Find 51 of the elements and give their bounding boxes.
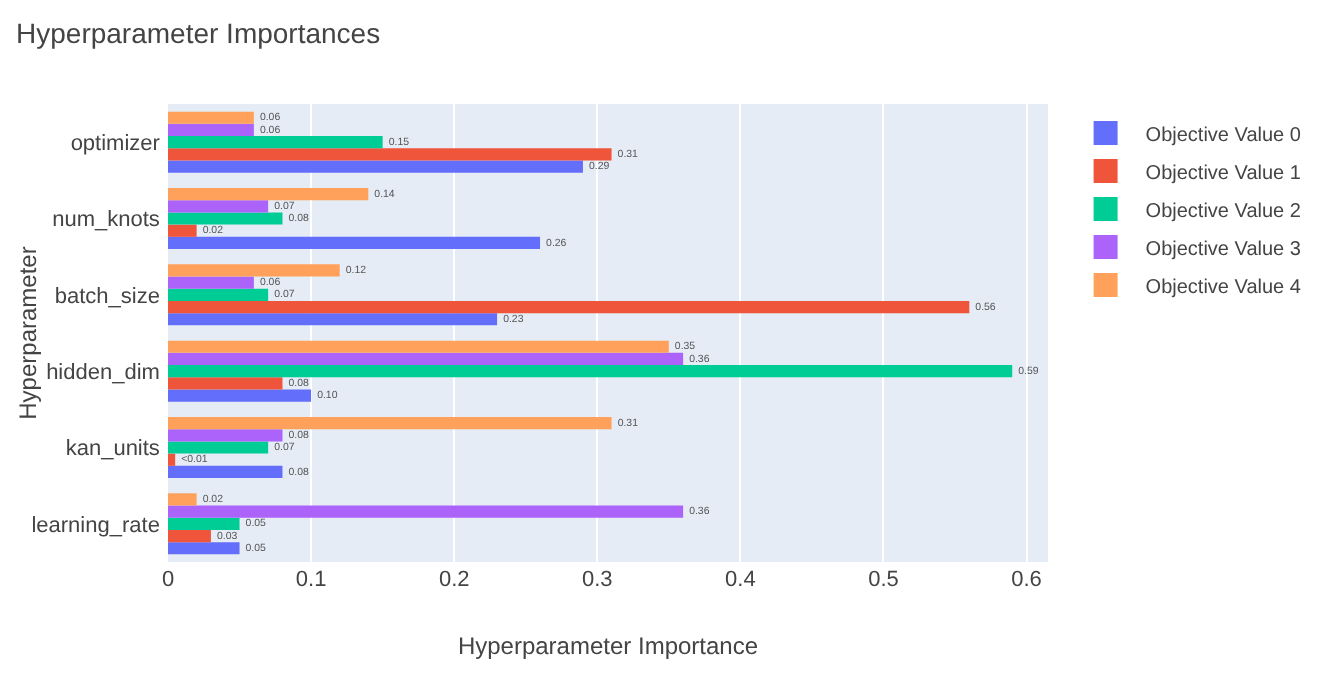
bar	[168, 276, 254, 289]
bar	[168, 352, 684, 366]
legend-label: Objective Value 0	[1145, 124, 1302, 147]
chart-title: Hyperparameter Importances	[16, 17, 381, 50]
bar	[168, 429, 283, 442]
x-tick-label: 0.2	[438, 568, 470, 592]
x-tick-label: 0.1	[295, 568, 327, 592]
x-tick-label: 0	[161, 568, 175, 592]
bar	[168, 264, 340, 277]
x-tick-label: 0.6	[1011, 568, 1042, 592]
bar	[168, 123, 254, 137]
bar	[168, 542, 240, 555]
bar	[168, 300, 970, 314]
bar	[168, 313, 498, 326]
bar	[168, 493, 197, 506]
y-tick-label: learning_rate	[31, 513, 166, 538]
bar	[168, 212, 283, 225]
y-tick-label: batch_size	[54, 284, 166, 309]
bar	[168, 529, 211, 543]
bar	[168, 465, 283, 479]
bar	[168, 136, 383, 149]
bar	[168, 160, 583, 173]
bar	[168, 111, 254, 124]
bar	[168, 505, 684, 518]
y-axis-title: Hyperparameter	[14, 246, 43, 420]
x-axis-title: Hyperparameter Importance	[457, 632, 759, 660]
bar	[168, 453, 176, 466]
bar	[168, 236, 541, 250]
bar	[168, 340, 669, 353]
x-tick-label: 0.3	[581, 568, 613, 592]
legend-label: Objective Value 3	[1145, 238, 1302, 261]
x-tick-label: 0.5	[868, 568, 899, 592]
bar	[168, 148, 612, 161]
bar	[168, 377, 283, 390]
y-tick-label: hidden_dim	[46, 360, 166, 385]
bar	[168, 441, 269, 454]
y-tick-label: kan_units	[65, 437, 166, 462]
bar	[168, 224, 197, 237]
bar	[168, 365, 1013, 378]
legend-label: Objective Value 2	[1145, 200, 1302, 223]
y-tick-label: optimizer	[70, 131, 166, 156]
legend-label: Objective Value 1	[1145, 162, 1302, 185]
legend-label: Objective Value 4	[1145, 276, 1302, 299]
bar	[168, 200, 269, 213]
bar	[168, 517, 240, 530]
bar	[168, 416, 612, 430]
bar	[168, 389, 312, 402]
x-tick-label: 0.4	[725, 568, 756, 592]
y-tick-label: num_knots	[52, 208, 166, 233]
bar	[168, 187, 369, 201]
bar	[168, 288, 269, 301]
